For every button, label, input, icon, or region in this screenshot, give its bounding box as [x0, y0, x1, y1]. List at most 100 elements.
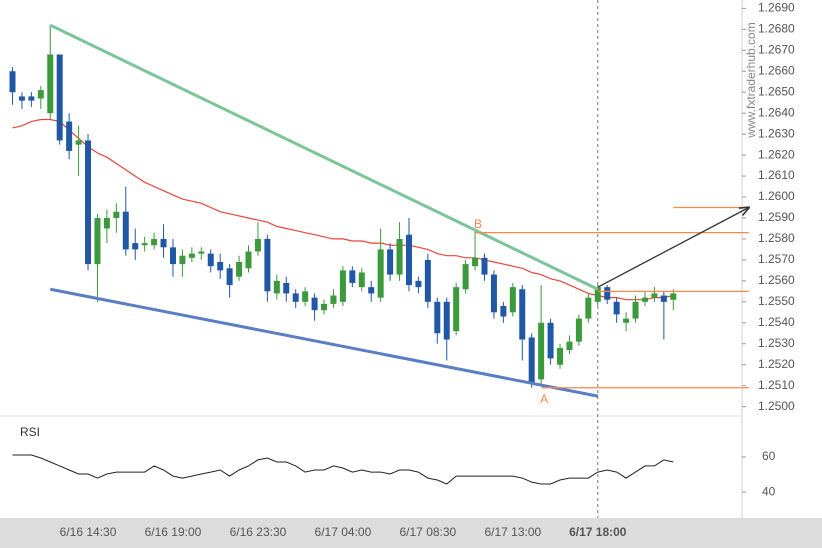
candle-body	[641, 297, 648, 302]
y-tick-label: 1.2560	[758, 273, 795, 287]
rsi-label: RSI	[20, 425, 40, 439]
candle-body	[490, 274, 497, 313]
candle-body	[443, 301, 450, 340]
y-tick-label: 1.2510	[758, 378, 795, 392]
candle-body	[302, 291, 309, 302]
candle-body	[434, 301, 441, 334]
watermark: www.fxtraderhub.com	[744, 22, 758, 138]
level-label: B	[474, 217, 482, 231]
candle-body	[585, 297, 592, 319]
rsi-tick-label: 40	[762, 484, 776, 498]
candle-body	[28, 96, 35, 101]
candle-body	[387, 249, 394, 275]
x-tick-label: 6/17 04:00	[315, 525, 372, 539]
candle-body	[264, 238, 271, 292]
candle-body	[273, 280, 280, 294]
candle-body	[623, 318, 630, 323]
candle-body	[500, 306, 507, 317]
candle-body	[292, 293, 299, 302]
y-tick-label: 1.2620	[758, 147, 795, 161]
candle-body	[472, 257, 479, 267]
y-tick-label: 1.2520	[758, 357, 795, 371]
y-tick-label: 1.2670	[758, 42, 795, 56]
candle-body	[358, 272, 365, 288]
candle-body	[9, 71, 16, 93]
candle-body	[141, 243, 148, 246]
candle-body	[349, 270, 356, 283]
x-tick-label: 6/16 19:00	[145, 525, 202, 539]
candle-body	[613, 301, 620, 315]
candle-body	[321, 303, 328, 311]
candle-body	[604, 287, 611, 300]
candle-body	[217, 261, 224, 271]
x-axis-band	[0, 518, 822, 548]
candle-body	[509, 287, 516, 313]
y-tick-label: 1.2630	[758, 126, 795, 140]
candle-body	[160, 238, 167, 248]
candle-body	[311, 297, 318, 311]
y-tick-label: 1.2580	[758, 231, 795, 245]
candle-body	[594, 287, 601, 302]
projection-arrow	[597, 208, 749, 288]
candle-body	[632, 301, 639, 319]
y-tick-label: 1.2640	[758, 105, 795, 119]
candle-body	[226, 268, 233, 286]
candle-body	[415, 280, 422, 288]
candle-body	[113, 211, 120, 218]
candle-body	[566, 341, 573, 351]
candle-body	[207, 253, 214, 267]
candle-body	[18, 96, 25, 101]
rsi-line	[12, 454, 674, 485]
candle-body	[528, 337, 535, 384]
candle-body	[151, 238, 158, 246]
candle-body	[538, 322, 545, 380]
candle-body	[122, 211, 129, 250]
candle-body	[339, 270, 346, 302]
candle-body	[47, 54, 54, 114]
y-tick-label: 1.2680	[758, 22, 795, 36]
annotation-line	[49, 23, 599, 291]
candle-body	[236, 261, 243, 277]
y-tick-label: 1.2500	[758, 399, 795, 413]
candle-body	[75, 140, 82, 145]
candle-body	[85, 140, 92, 265]
candle-body	[169, 247, 176, 265]
y-tick-label: 1.2660	[758, 63, 795, 77]
candle-body	[575, 318, 582, 342]
x-tick-label: 6/17 13:00	[484, 525, 541, 539]
candle-body	[453, 287, 460, 332]
candle-body	[56, 54, 63, 141]
candle-body	[132, 243, 139, 250]
y-tick-label: 1.2550	[758, 294, 795, 308]
candle-body	[188, 253, 195, 258]
candle-body	[198, 251, 205, 254]
candle-body	[462, 264, 469, 290]
candle-body	[396, 238, 403, 275]
x-tick-label: 6/16 23:30	[230, 525, 287, 539]
y-tick-label: 1.2650	[758, 84, 795, 98]
candle-body	[368, 287, 375, 294]
y-tick-label: 1.2610	[758, 168, 795, 182]
candle-body	[94, 217, 101, 265]
annotation-line	[49, 287, 599, 398]
candle-body	[245, 251, 252, 269]
x-tick-label: 6/17 18:00	[569, 525, 627, 539]
candle-body	[254, 238, 261, 252]
candle-body	[37, 90, 44, 99]
candle-body	[377, 249, 384, 298]
y-tick-label: 1.2530	[758, 336, 795, 350]
x-tick-label: 6/17 08:30	[400, 525, 457, 539]
candle-body	[330, 295, 337, 304]
x-tick-label: 6/16 14:30	[60, 525, 117, 539]
y-tick-label: 1.2570	[758, 252, 795, 266]
candle-body	[66, 121, 73, 151]
candle-body	[547, 322, 554, 359]
candle-body	[283, 282, 290, 294]
candle-body	[179, 255, 186, 265]
y-tick-label: 1.2590	[758, 210, 795, 224]
y-tick-label: 1.2690	[758, 1, 795, 15]
level-label: A	[540, 392, 548, 406]
candle-body	[481, 257, 488, 275]
rsi-tick-label: 60	[762, 449, 776, 463]
